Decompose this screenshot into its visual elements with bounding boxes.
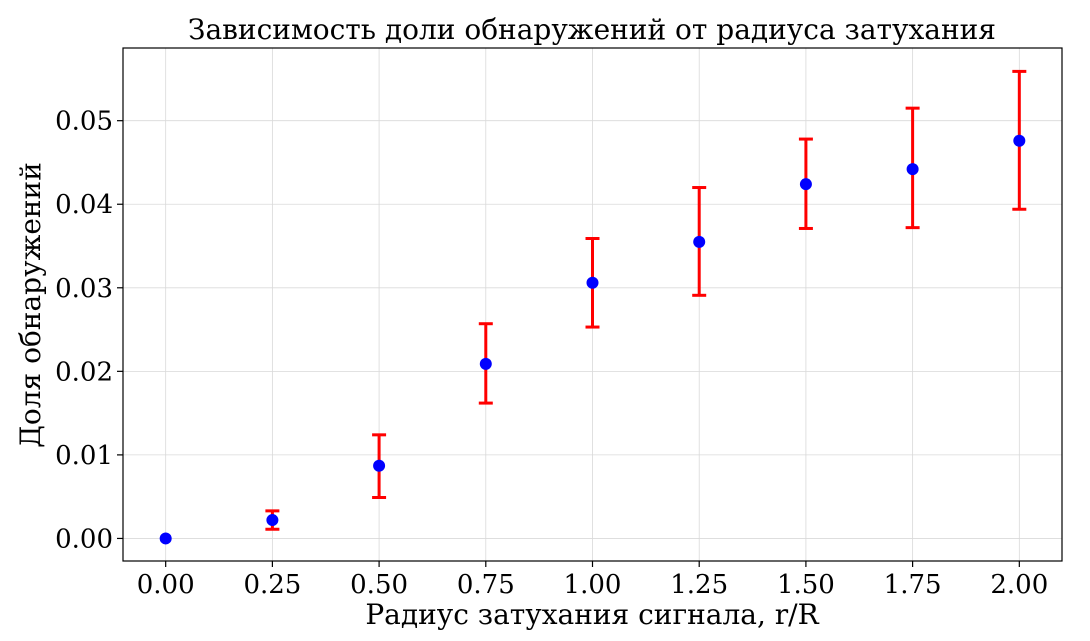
data-point: [693, 235, 706, 248]
y-tick-label: 0.03: [55, 274, 113, 304]
x-tick-label: 0.75: [457, 570, 515, 600]
data-point: [159, 532, 172, 545]
y-tick-label: 0.04: [55, 190, 113, 220]
data-point: [479, 357, 492, 370]
x-tick-label: 0.00: [137, 570, 195, 600]
x-tick-label: 0.50: [350, 570, 408, 600]
x-tick-label: 1.25: [670, 570, 728, 600]
y-ticks: 0.00 0.01 0.02 0.03 0.04 0.05: [55, 107, 123, 554]
data-points: [159, 134, 1026, 545]
y-tick-label: 0.05: [55, 107, 113, 137]
x-tick-label: 1.00: [564, 570, 622, 600]
x-tick-label: 1.50: [777, 570, 835, 600]
x-axis-label: Радиус затухания сигнала, r/R: [365, 598, 819, 631]
y-axis-label: Доля обнаружений: [14, 162, 47, 448]
data-point: [373, 459, 386, 472]
y-tick-label: 0.00: [55, 524, 113, 554]
x-tick-label: 0.25: [243, 570, 301, 600]
y-tick-label: 0.01: [55, 441, 113, 471]
chart-title: Зависимость доли обнаружений от радиуса …: [188, 13, 996, 46]
y-tick-label: 0.02: [55, 357, 113, 387]
data-point: [1013, 134, 1026, 147]
data-point: [799, 178, 812, 191]
x-tick-label: 1.75: [884, 570, 942, 600]
x-tick-label: 2.00: [990, 570, 1048, 600]
data-point: [586, 276, 599, 289]
data-point: [906, 163, 919, 176]
x-ticks: 0.00 0.25 0.50 0.75 1.00 1.25 1.50 1.75 2.00: [137, 561, 1048, 600]
data-point: [266, 514, 279, 527]
